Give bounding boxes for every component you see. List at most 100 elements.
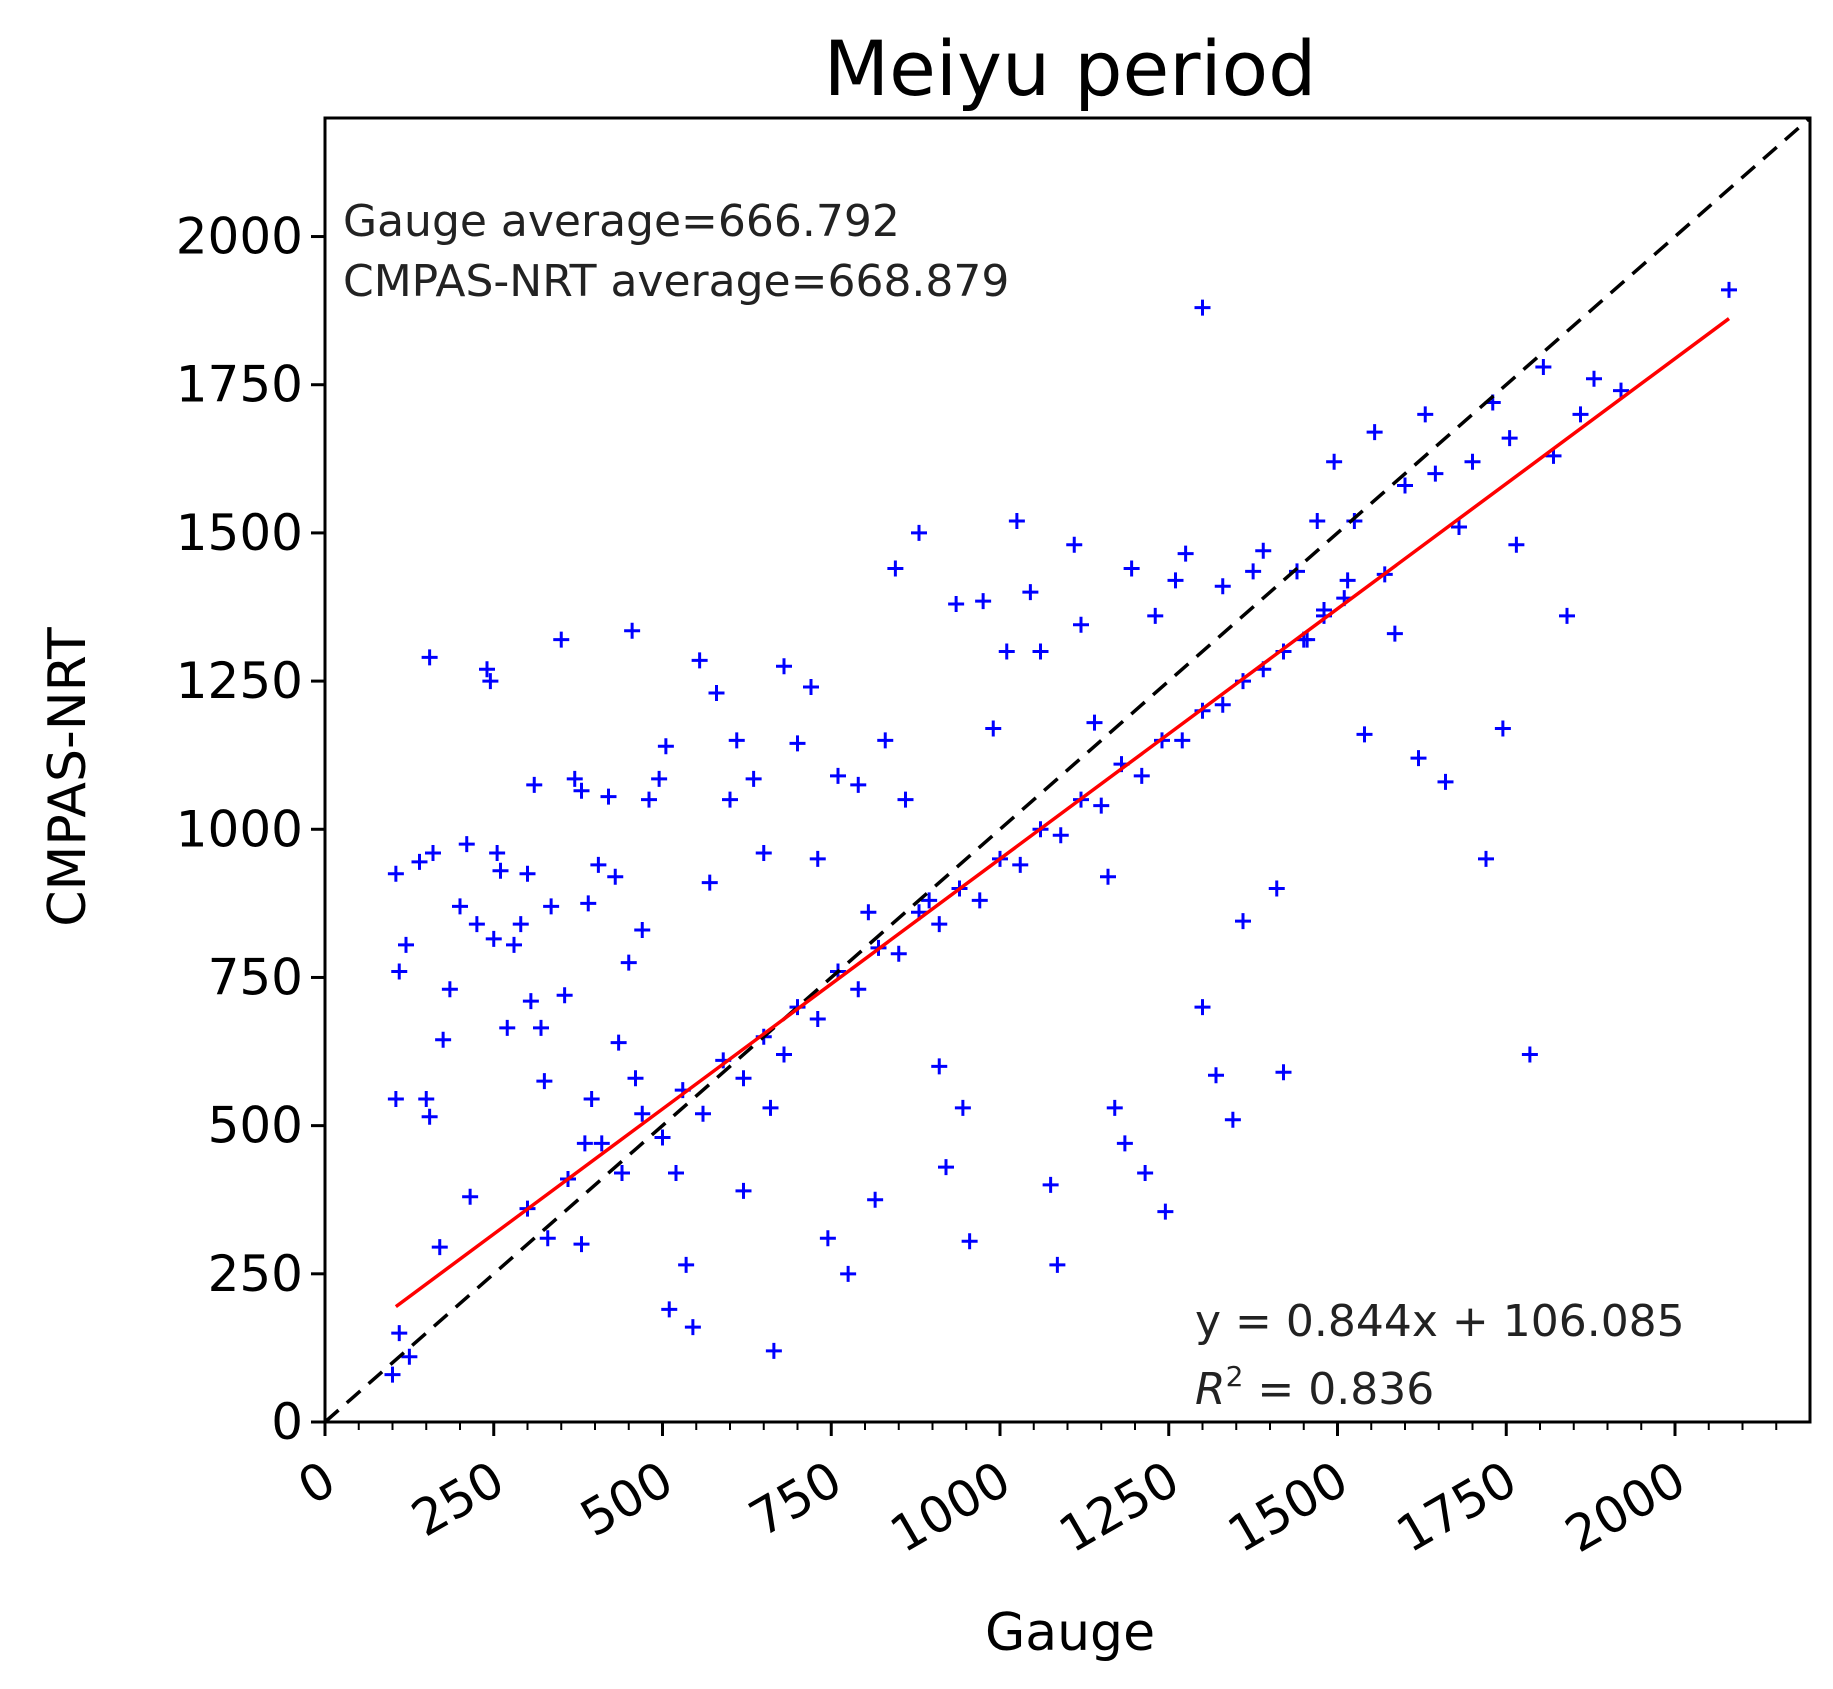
data-point (1042, 1176, 1059, 1193)
data-point (421, 649, 438, 666)
data-point (1214, 696, 1231, 713)
data-point (634, 922, 651, 939)
data-point (722, 791, 738, 808)
data-point (1275, 1064, 1292, 1081)
data-point (576, 1135, 593, 1152)
data-point (1478, 850, 1494, 867)
plot-area (323, 116, 1812, 1424)
r-squared-annotation: R2 = 0.836 (1195, 1360, 1434, 1415)
y-tick-label: 1250 (176, 652, 303, 710)
data-point (533, 1019, 549, 1036)
data-point (1194, 999, 1211, 1016)
y-axis-title: CMPAS-NRT (38, 627, 98, 927)
data-point (765, 1342, 782, 1359)
data-point (1194, 299, 1211, 316)
data-point (580, 895, 597, 912)
data-point (462, 1188, 479, 1205)
x-tick-label: 500 (571, 1450, 683, 1548)
data-point (485, 930, 502, 947)
data-point (931, 916, 948, 933)
data-point (776, 658, 792, 675)
data-point (921, 892, 938, 909)
data-point (590, 856, 607, 873)
data-point (1508, 536, 1525, 553)
regression-line (394, 317, 1731, 1309)
x-tick-label: 2000 (1556, 1450, 1695, 1564)
data-point (1366, 424, 1383, 441)
data-point (867, 1191, 884, 1208)
data-point (695, 1105, 711, 1122)
data-point (1008, 513, 1025, 530)
data-point (1066, 536, 1083, 553)
cmpas-average-annotation: CMPAS-NRT average=668.879 (343, 256, 1009, 307)
data-point (391, 963, 408, 980)
data-point (607, 868, 624, 885)
y-tick-label: 0 (271, 1393, 303, 1451)
data-point (573, 1236, 590, 1253)
data-point (526, 776, 543, 793)
data-point (975, 593, 992, 610)
data-point (458, 836, 475, 853)
data-point (479, 661, 495, 678)
data-point (776, 1046, 792, 1063)
data-point (1501, 430, 1518, 447)
data-point (1012, 856, 1029, 873)
data-point (809, 1010, 826, 1027)
data-point (1437, 773, 1454, 790)
data-point (387, 865, 404, 882)
data-point (661, 1301, 678, 1318)
data-point (519, 865, 536, 882)
one-to-one-line (323, 116, 1812, 1424)
x-axis-title: Gauge (985, 1603, 1155, 1663)
data-point (840, 1265, 857, 1282)
y-tick-label: 1000 (176, 800, 303, 858)
data-point (678, 1256, 695, 1273)
y-tick-label: 750 (208, 948, 303, 1006)
data-point (499, 1019, 516, 1036)
data-point (651, 770, 668, 787)
data-point (543, 898, 560, 915)
x-tick-label: 1500 (1218, 1450, 1357, 1564)
data-point (887, 560, 904, 577)
data-point (830, 767, 846, 784)
data-point (1137, 1165, 1154, 1182)
data-point (1073, 616, 1089, 633)
data-point (468, 916, 485, 933)
data-point (961, 1233, 978, 1250)
data-point (1245, 563, 1262, 580)
y-tick-label: 2000 (176, 208, 303, 266)
data-point (897, 791, 914, 808)
data-point (583, 1090, 600, 1107)
data-point (1224, 1111, 1241, 1128)
data-point (954, 1099, 971, 1116)
data-point (708, 684, 725, 701)
x-axis: 0 250 500 750 1000 1250 1500 1750 2000 (288, 1422, 1778, 1564)
data-point (1100, 868, 1116, 885)
data-point (809, 850, 826, 867)
data-point (1410, 750, 1427, 767)
data-point (536, 1073, 553, 1090)
data-point (1177, 545, 1194, 562)
data-point (425, 844, 441, 861)
data-point (600, 788, 617, 805)
data-point (1049, 1256, 1066, 1273)
data-point (657, 738, 674, 755)
data-point (998, 643, 1015, 660)
data-point (1235, 913, 1251, 930)
data-point (641, 791, 657, 808)
data-point (1032, 643, 1049, 660)
data-point (492, 862, 509, 879)
data-point (614, 1165, 630, 1182)
data-point (1535, 358, 1552, 375)
data-point (1214, 578, 1231, 595)
data-point (803, 679, 819, 696)
data-point (553, 631, 570, 648)
data-point (762, 1099, 779, 1116)
data-point (489, 844, 506, 861)
data-point (1255, 542, 1272, 559)
data-point (789, 735, 806, 752)
scatter-points (384, 281, 1737, 1383)
data-point (931, 1058, 948, 1075)
data-point (610, 1034, 627, 1051)
data-point (1464, 453, 1481, 470)
